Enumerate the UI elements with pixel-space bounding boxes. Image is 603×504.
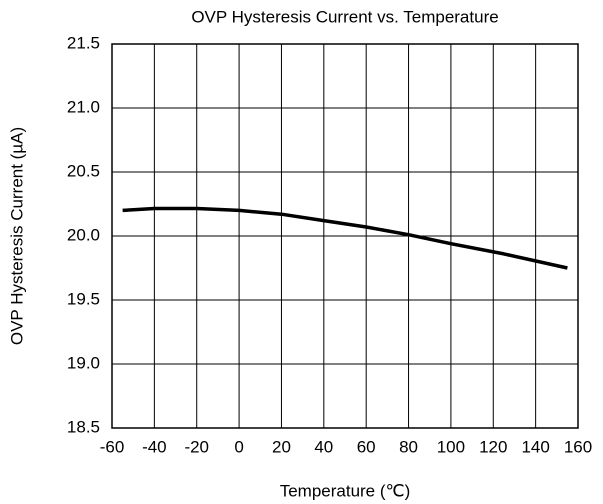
x-tick-label: 40: [314, 437, 333, 456]
x-axis-label: Temperature (℃): [280, 481, 411, 500]
x-tick-label: 20: [272, 437, 291, 456]
x-tick-label: 140: [521, 437, 549, 456]
x-tick-label: 160: [564, 437, 592, 456]
y-tick-label: 18.5: [67, 417, 100, 436]
x-tick-label: 80: [399, 437, 418, 456]
y-tick-label: 19.5: [67, 289, 100, 308]
y-tick-label: 19.0: [67, 353, 100, 372]
x-tick-label: 60: [357, 437, 376, 456]
y-axis-label: OVP Hysteresis Current (µA): [7, 127, 26, 345]
y-tick-label: 20.5: [67, 161, 100, 180]
x-tick-label: 0: [234, 437, 243, 456]
x-tick-label: 120: [479, 437, 507, 456]
x-tick-label: -40: [142, 437, 167, 456]
y-tick-label: 21.0: [67, 97, 100, 116]
x-tick-label: -20: [184, 437, 209, 456]
x-tick-label: -60: [100, 437, 125, 456]
y-tick-label: 21.5: [67, 33, 100, 52]
x-tick-label: 100: [437, 437, 465, 456]
chart-title: OVP Hysteresis Current vs. Temperature: [191, 7, 498, 26]
data-line: [122, 206, 568, 270]
y-tick-label: 20.0: [67, 225, 100, 244]
plot-frame: [111, 43, 579, 429]
